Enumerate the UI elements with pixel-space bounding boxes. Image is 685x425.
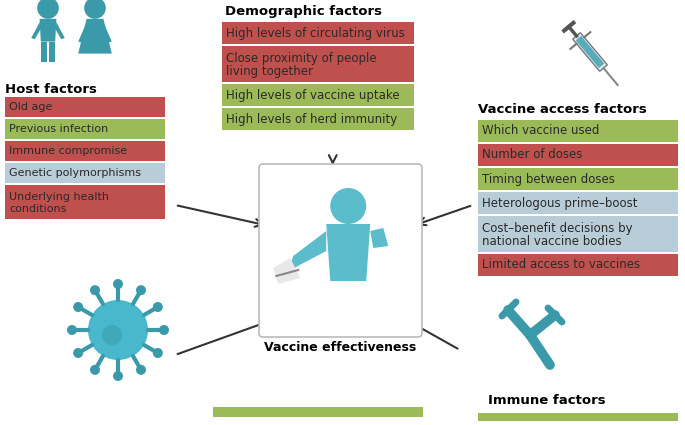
Text: Timing between doses: Timing between doses xyxy=(482,173,615,185)
Circle shape xyxy=(90,365,100,375)
Circle shape xyxy=(159,325,169,335)
Circle shape xyxy=(84,0,105,19)
Text: Heterologous prime–boost: Heterologous prime–boost xyxy=(482,196,638,210)
Polygon shape xyxy=(49,42,55,62)
Polygon shape xyxy=(78,19,112,54)
Text: Vaccine effectiveness: Vaccine effectiveness xyxy=(264,341,416,354)
Circle shape xyxy=(90,285,100,295)
Polygon shape xyxy=(288,231,326,271)
Circle shape xyxy=(136,285,146,295)
Text: Close proximity of people: Close proximity of people xyxy=(226,52,377,65)
Text: conditions: conditions xyxy=(9,204,66,215)
Polygon shape xyxy=(100,23,112,43)
Polygon shape xyxy=(32,23,43,39)
FancyBboxPatch shape xyxy=(5,185,165,219)
Text: High levels of vaccine uptake: High levels of vaccine uptake xyxy=(226,88,399,102)
Text: Immune factors: Immune factors xyxy=(488,394,606,407)
Circle shape xyxy=(37,0,59,19)
Text: Underlying health: Underlying health xyxy=(9,192,109,202)
FancyBboxPatch shape xyxy=(5,97,165,117)
Text: Which vaccine used: Which vaccine used xyxy=(482,125,599,138)
FancyBboxPatch shape xyxy=(478,120,678,142)
Polygon shape xyxy=(40,19,56,42)
FancyBboxPatch shape xyxy=(5,163,165,183)
FancyBboxPatch shape xyxy=(222,84,414,106)
Text: Demographic factors: Demographic factors xyxy=(225,5,382,18)
Circle shape xyxy=(136,365,146,375)
FancyBboxPatch shape xyxy=(222,108,414,130)
Circle shape xyxy=(88,300,148,360)
FancyBboxPatch shape xyxy=(478,192,678,214)
Text: living together: living together xyxy=(226,65,313,79)
Polygon shape xyxy=(576,36,604,68)
FancyBboxPatch shape xyxy=(222,22,414,44)
Polygon shape xyxy=(273,258,300,284)
Text: Host factors: Host factors xyxy=(5,83,97,96)
Circle shape xyxy=(73,348,83,358)
FancyBboxPatch shape xyxy=(259,164,422,337)
Text: Immune compromise: Immune compromise xyxy=(9,146,127,156)
FancyBboxPatch shape xyxy=(478,216,678,252)
Polygon shape xyxy=(573,33,608,71)
Circle shape xyxy=(113,371,123,381)
FancyBboxPatch shape xyxy=(222,46,414,82)
Circle shape xyxy=(102,325,122,345)
Text: High levels of circulating virus: High levels of circulating virus xyxy=(226,26,405,40)
FancyBboxPatch shape xyxy=(213,407,423,417)
Text: Number of doses: Number of doses xyxy=(482,148,582,162)
Text: Cost–benefit decisions by: Cost–benefit decisions by xyxy=(482,222,633,235)
Circle shape xyxy=(330,188,366,224)
Text: Vaccine access factors: Vaccine access factors xyxy=(478,103,647,116)
Text: national vaccine bodies: national vaccine bodies xyxy=(482,235,621,249)
Polygon shape xyxy=(53,23,65,39)
Text: Limited access to vaccines: Limited access to vaccines xyxy=(482,258,640,272)
Text: High levels of herd immunity: High levels of herd immunity xyxy=(226,113,397,125)
Circle shape xyxy=(113,279,123,289)
FancyBboxPatch shape xyxy=(478,144,678,166)
Polygon shape xyxy=(371,228,388,248)
Circle shape xyxy=(67,325,77,335)
FancyBboxPatch shape xyxy=(478,168,678,190)
FancyBboxPatch shape xyxy=(5,119,165,139)
FancyBboxPatch shape xyxy=(5,141,165,161)
FancyBboxPatch shape xyxy=(478,254,678,276)
Text: Old age: Old age xyxy=(9,102,52,112)
Polygon shape xyxy=(78,23,90,43)
Circle shape xyxy=(153,302,163,312)
Text: Previous infection: Previous infection xyxy=(9,124,108,134)
Text: Genetic polymorphisms: Genetic polymorphisms xyxy=(9,168,141,178)
Polygon shape xyxy=(41,42,47,62)
Circle shape xyxy=(73,302,83,312)
FancyBboxPatch shape xyxy=(478,413,678,421)
Polygon shape xyxy=(326,224,371,281)
Circle shape xyxy=(153,348,163,358)
